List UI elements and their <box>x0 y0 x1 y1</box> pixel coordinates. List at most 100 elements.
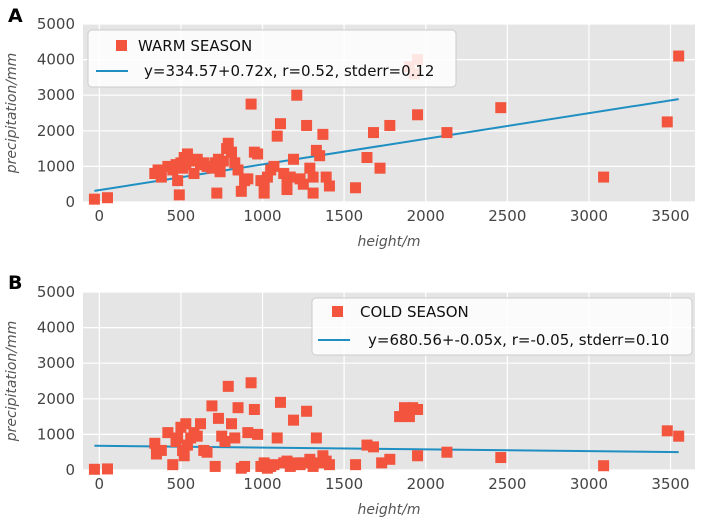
data-point-a-55 <box>317 128 329 140</box>
data-point-a-54 <box>314 150 326 162</box>
data-point-a-35 <box>252 148 264 160</box>
data-point-a-60 <box>258 187 270 199</box>
data-point-b-13 <box>181 439 193 451</box>
legend-label-line-a: y=334.57+0.72x, r=0.52, stderr=0.12 <box>144 62 434 80</box>
x-tick-label-b-3: 1500 <box>325 475 363 493</box>
data-point-a-52 <box>307 171 319 183</box>
data-point-a-29 <box>232 164 244 176</box>
data-point-b-2 <box>149 437 161 449</box>
y-tick-label-a-1: 1000 <box>37 157 75 175</box>
x-tick-label-a-0: 0 <box>95 207 105 225</box>
data-point-b-50 <box>304 453 316 465</box>
x-tick-label-a-6: 3000 <box>570 207 608 225</box>
data-point-b-30 <box>239 460 251 472</box>
data-point-a-59 <box>211 187 223 199</box>
data-point-b-52 <box>310 432 322 444</box>
data-point-a-14 <box>185 155 197 167</box>
data-point-b-11 <box>178 450 190 462</box>
data-point-a-49 <box>297 178 309 190</box>
y-axis-label-a: precipitation/mm <box>4 53 20 175</box>
data-point-b-72 <box>673 430 685 442</box>
data-point-b-60 <box>376 457 388 469</box>
data-point-a-66 <box>374 162 386 174</box>
data-point-b-63 <box>399 402 411 414</box>
data-point-a-30 <box>235 185 247 197</box>
panel-label-b: B <box>8 272 22 294</box>
data-point-a-62 <box>307 187 319 199</box>
x-axis-label-b: height/m <box>358 502 421 518</box>
data-point-b-24 <box>219 436 231 448</box>
data-point-a-76 <box>673 50 685 62</box>
data-point-a-51 <box>304 162 316 174</box>
x-tick-label-b-7: 3500 <box>651 475 689 493</box>
data-point-b-0 <box>88 463 100 475</box>
data-point-b-32 <box>245 377 257 389</box>
legend-a: WARM SEASON y=334.57+0.72x, r=0.52, stde… <box>87 29 457 88</box>
data-point-b-25 <box>222 380 234 392</box>
legend-marker-b <box>332 306 343 317</box>
data-point-b-28 <box>232 402 244 414</box>
y-tick-label-b-2: 2000 <box>37 390 75 408</box>
y-tick-label-b-1: 1000 <box>37 425 75 443</box>
data-point-a-72 <box>441 127 453 139</box>
data-point-a-3 <box>152 164 164 176</box>
data-point-b-16 <box>191 430 203 442</box>
x-ticks-b: 0 500 1000 1500 2000 2500 3000 3500 <box>95 475 690 493</box>
data-point-a-56 <box>320 171 332 183</box>
data-point-a-0 <box>88 193 100 205</box>
x-ticks-a: 0 500 1000 1500 2000 2500 3000 3500 <box>95 207 690 225</box>
data-point-b-64 <box>403 411 415 423</box>
x-tick-label-a-5: 2500 <box>488 207 526 225</box>
data-point-b-39 <box>268 459 280 471</box>
data-point-a-37 <box>258 178 270 190</box>
data-point-b-56 <box>323 459 335 471</box>
data-point-a-40 <box>268 160 280 172</box>
data-point-b-19 <box>201 446 213 458</box>
data-point-b-31 <box>242 427 254 439</box>
scatter-points-b <box>88 377 685 475</box>
legend-marker-a <box>116 40 127 51</box>
data-point-b-58 <box>361 439 373 451</box>
y-axis-label-b: precipitation/mm <box>4 321 20 443</box>
data-point-b-45 <box>288 414 300 426</box>
data-point-b-49 <box>301 405 313 417</box>
data-point-a-63 <box>350 182 362 194</box>
x-tick-label-a-4: 2000 <box>407 207 445 225</box>
data-point-a-73 <box>495 102 507 114</box>
panel-a: A 0 1000 2000 3000 4000 5000 0 500 1000 1500 2000… <box>4 5 695 250</box>
data-point-b-6 <box>167 459 179 471</box>
data-point-b-33 <box>248 403 260 415</box>
data-point-a-41 <box>271 130 283 142</box>
data-point-b-12 <box>180 418 192 430</box>
data-point-a-57 <box>323 180 335 192</box>
x-tick-label-a-2: 1000 <box>243 207 281 225</box>
data-point-b-44 <box>284 460 296 472</box>
data-point-a-46 <box>288 153 300 165</box>
data-point-b-71 <box>661 425 673 437</box>
data-point-b-69 <box>495 452 507 464</box>
legend-box-b <box>311 297 693 356</box>
data-point-b-66 <box>412 450 424 462</box>
x-tick-label-a-3: 1500 <box>325 207 363 225</box>
data-point-a-42 <box>274 118 286 130</box>
data-point-a-70 <box>412 109 424 121</box>
legend-box-a <box>87 29 457 88</box>
data-point-b-22 <box>212 412 224 424</box>
data-point-b-41 <box>274 396 286 408</box>
data-point-a-64 <box>361 152 373 163</box>
data-point-a-58 <box>173 189 185 201</box>
y-tick-label-a-2: 2000 <box>37 122 75 140</box>
x-tick-label-b-6: 3000 <box>570 475 608 493</box>
panel-label-a: A <box>8 5 23 27</box>
y-ticks-a: 0 1000 2000 3000 4000 5000 <box>37 15 75 211</box>
y-tick-label-b-3: 3000 <box>37 354 75 372</box>
data-point-b-4 <box>155 444 167 456</box>
legend-label-scatter-a: WARM SEASON <box>138 37 252 55</box>
data-point-a-23 <box>214 166 226 178</box>
data-point-a-32 <box>242 173 254 185</box>
y-tick-label-b-5: 5000 <box>37 283 75 301</box>
data-point-a-74 <box>598 171 610 183</box>
data-point-b-5 <box>162 427 174 439</box>
x-tick-label-b-2: 1000 <box>243 475 281 493</box>
data-point-b-8 <box>172 432 184 444</box>
